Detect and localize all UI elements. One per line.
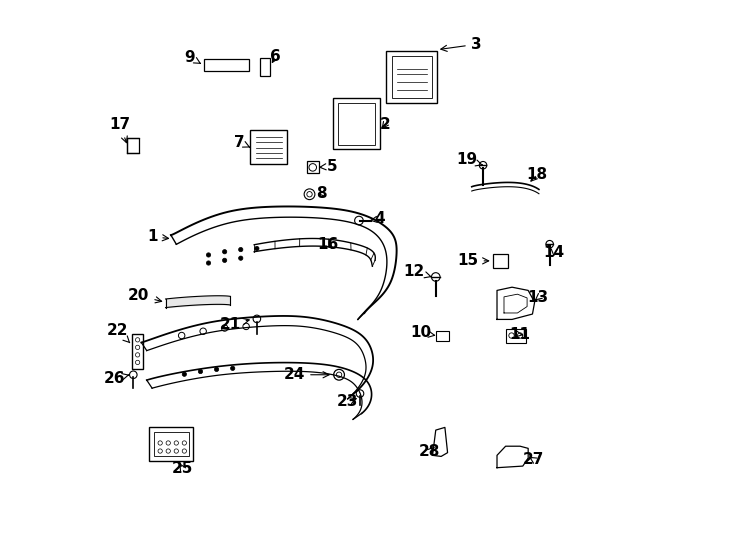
Circle shape bbox=[182, 372, 186, 376]
Bar bbox=[153, 431, 189, 456]
Bar bbox=[127, 138, 139, 153]
Text: 19: 19 bbox=[456, 152, 482, 167]
Text: 12: 12 bbox=[404, 264, 431, 279]
Bar bbox=[338, 104, 374, 145]
Circle shape bbox=[239, 247, 243, 252]
Bar bbox=[392, 56, 432, 98]
Circle shape bbox=[222, 258, 227, 262]
Circle shape bbox=[222, 249, 227, 254]
Bar bbox=[150, 427, 194, 461]
Text: 24: 24 bbox=[284, 367, 329, 382]
Text: 16: 16 bbox=[318, 237, 339, 252]
Bar bbox=[506, 328, 526, 342]
Text: 10: 10 bbox=[410, 326, 435, 340]
Circle shape bbox=[239, 256, 243, 260]
Text: 18: 18 bbox=[527, 167, 548, 182]
Text: 20: 20 bbox=[128, 288, 161, 303]
Text: 25: 25 bbox=[172, 461, 194, 476]
Circle shape bbox=[230, 366, 235, 370]
Circle shape bbox=[198, 369, 203, 374]
Bar bbox=[203, 59, 250, 71]
Text: 22: 22 bbox=[106, 323, 130, 342]
Bar bbox=[386, 51, 437, 104]
Text: 8: 8 bbox=[316, 186, 327, 201]
Polygon shape bbox=[432, 427, 448, 456]
Circle shape bbox=[255, 246, 259, 251]
Text: 28: 28 bbox=[419, 444, 440, 459]
Text: 13: 13 bbox=[527, 291, 548, 306]
Circle shape bbox=[206, 261, 211, 265]
Text: 5: 5 bbox=[320, 159, 338, 174]
Text: 1: 1 bbox=[147, 229, 169, 244]
Bar bbox=[333, 98, 380, 149]
Text: 11: 11 bbox=[509, 327, 530, 342]
Bar bbox=[250, 130, 287, 164]
Bar bbox=[260, 58, 270, 76]
Polygon shape bbox=[497, 287, 534, 320]
Text: 27: 27 bbox=[523, 452, 544, 467]
Text: 17: 17 bbox=[109, 118, 131, 143]
Text: 26: 26 bbox=[103, 371, 128, 386]
Text: 6: 6 bbox=[270, 49, 281, 64]
Text: 15: 15 bbox=[457, 253, 489, 268]
Bar bbox=[132, 334, 143, 369]
Text: 7: 7 bbox=[234, 134, 250, 150]
Circle shape bbox=[214, 367, 219, 372]
Text: 4: 4 bbox=[371, 212, 385, 226]
Polygon shape bbox=[497, 446, 528, 468]
Bar bbox=[307, 161, 319, 173]
Text: 2: 2 bbox=[379, 118, 390, 132]
Bar bbox=[436, 331, 448, 341]
Circle shape bbox=[206, 253, 211, 257]
Text: 3: 3 bbox=[441, 37, 482, 52]
Bar bbox=[493, 254, 508, 268]
Text: 14: 14 bbox=[543, 245, 564, 260]
Text: 9: 9 bbox=[184, 50, 200, 65]
Text: 21: 21 bbox=[219, 318, 250, 332]
Text: 23: 23 bbox=[337, 394, 358, 409]
